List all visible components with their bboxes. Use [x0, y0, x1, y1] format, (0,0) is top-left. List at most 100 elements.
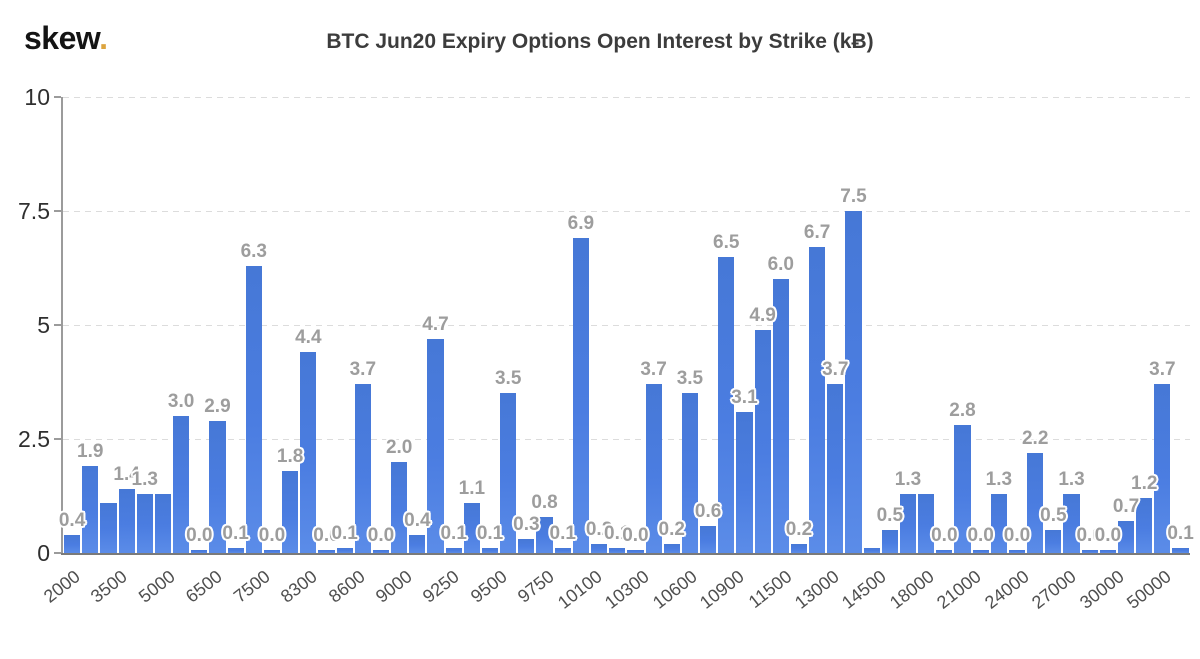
bar-value-label: 2.0 — [385, 436, 413, 458]
bar[interactable]: 0.0 — [186, 526, 212, 553]
bar[interactable]: 0.5 — [877, 506, 903, 553]
bar[interactable]: 0.2 — [659, 520, 685, 553]
bar-value-label: 1.3 — [1058, 468, 1085, 490]
bar[interactable]: 0.1 — [550, 524, 576, 553]
x-tick-label: 27000 — [1028, 566, 1080, 613]
bar-slot: 0.2 — [786, 97, 812, 553]
bar[interactable]: 0.0 — [1095, 526, 1121, 553]
bar[interactable]: 2.2 — [1022, 429, 1048, 553]
bar[interactable]: 1.9 — [77, 442, 103, 553]
bar[interactable]: 3.5 — [677, 369, 703, 553]
bar-value-label: 3.7 — [822, 359, 849, 381]
bar-slot: 0.1 — [222, 97, 249, 553]
bar-slot: 7.5 — [840, 97, 867, 553]
bar[interactable]: 2.8 — [949, 401, 976, 553]
bar[interactable]: 3.5 — [495, 369, 521, 553]
bar-value-label: 0.2 — [785, 518, 813, 540]
bar[interactable]: 0.2 — [786, 520, 812, 553]
x-tick-label: 10100 — [553, 566, 606, 613]
bar[interactable]: 6.5 — [713, 233, 739, 553]
bar-value-label: 3.1 — [731, 386, 758, 408]
bar-value-label: 0.7 — [1112, 496, 1140, 518]
bar[interactable]: 0.1 — [604, 524, 630, 553]
bars-container: 0.4 1.9 1.4 1.3 3.0 0.0 2.9 0.1 6.3 0.0 1.8 4.4 0.0 0… — [59, 97, 1194, 553]
bar-slot: 6.7 — [804, 97, 830, 553]
bar-slot: 3.5 — [677, 97, 703, 553]
x-tick-label: 9750 — [514, 566, 559, 607]
bar-slot: 3.7 — [822, 97, 849, 553]
x-tick-label: 11500 — [744, 566, 796, 612]
bar[interactable]: 3.7 — [350, 360, 376, 553]
bar[interactable]: 1.3 — [1058, 470, 1085, 553]
bar-value-label: 6.9 — [567, 213, 595, 235]
bar[interactable]: 3.7 — [822, 360, 849, 553]
bar[interactable]: 0.0 — [1004, 526, 1030, 553]
bar[interactable]: 0.7 — [1113, 497, 1139, 553]
bar[interactable]: 0.1 — [222, 524, 249, 553]
bar[interactable]: 2.0 — [386, 438, 412, 553]
bar[interactable]: 0.0 — [967, 526, 994, 553]
bar[interactable]: 1.4 — [113, 465, 140, 553]
bar[interactable]: 0.0 — [622, 526, 649, 553]
bar-value-label: 0.6 — [694, 500, 722, 522]
bar[interactable]: 0.4 — [59, 511, 85, 553]
x-axis-line — [61, 553, 1190, 555]
bar-slot: 2.0 — [386, 97, 412, 553]
bar[interactable]: 7.5 — [840, 187, 867, 553]
bar-value-label: 0.1 — [549, 523, 576, 545]
bar[interactable]: 6.3 — [241, 242, 267, 553]
bar[interactable]: 2.9 — [204, 397, 231, 553]
bar[interactable]: 0.0 — [1076, 526, 1103, 553]
bar[interactable] — [154, 493, 172, 553]
bar[interactable]: 6.9 — [568, 214, 594, 553]
bar[interactable]: 3.7 — [1149, 360, 1176, 553]
bar[interactable] — [863, 548, 880, 553]
bar-slot: 0.0 — [1004, 97, 1030, 553]
bar-slot: 0.6 — [695, 97, 721, 553]
bar[interactable]: 4.4 — [295, 328, 322, 553]
bar[interactable]: 0.0 — [313, 526, 340, 553]
bar[interactable]: 0.1 — [477, 524, 503, 553]
bar-value-label: 0.0 — [1076, 525, 1103, 546]
bar[interactable]: 3.1 — [731, 388, 758, 553]
bar[interactable]: 1.3 — [132, 470, 158, 553]
bar[interactable]: 0.1 — [331, 524, 358, 553]
bar[interactable]: 3.0 — [168, 392, 194, 553]
bar[interactable]: 0.0 — [259, 526, 285, 553]
y-tick-mark — [54, 552, 61, 554]
bar-slot: 0.1 — [550, 97, 576, 553]
bar-slot: 1.3 — [1058, 97, 1085, 553]
bar[interactable]: 0.8 — [531, 493, 558, 553]
bar[interactable]: 1.3 — [986, 470, 1012, 553]
bar[interactable]: 4.7 — [422, 315, 449, 553]
bar-slot: 0.5 — [877, 97, 903, 553]
bar-value-label: 3.5 — [494, 368, 522, 390]
bar[interactable]: 4.9 — [749, 306, 776, 553]
bar[interactable]: 0.6 — [695, 502, 721, 553]
bar[interactable]: 1.3 — [895, 470, 921, 553]
bar[interactable]: 1.1 — [459, 479, 485, 553]
bar[interactable]: 0.1 — [440, 524, 467, 553]
bar[interactable]: 1.8 — [277, 447, 303, 553]
bar[interactable]: 0.1 — [1167, 524, 1194, 553]
bar-value-label: 6.3 — [240, 240, 268, 262]
bar-slot: 0.0 — [259, 97, 285, 553]
x-tick-label: 9000 — [371, 566, 416, 607]
bar[interactable]: 0.3 — [513, 515, 540, 553]
bar[interactable]: 6.0 — [768, 255, 794, 553]
bar-slot: 0.1 — [440, 97, 467, 553]
y-tick-label: 0 — [37, 540, 50, 566]
bar[interactable] — [100, 502, 117, 553]
bar-value-label: 1.2 — [1131, 473, 1158, 495]
bar[interactable]: 0.0 — [931, 526, 958, 553]
bar-slot: 1.3 — [986, 97, 1012, 553]
bar[interactable]: 0.5 — [1040, 506, 1067, 553]
bar[interactable]: 0.2 — [586, 520, 612, 553]
bar[interactable]: 6.7 — [804, 223, 830, 553]
bar[interactable]: 3.7 — [640, 360, 667, 553]
bar[interactable]: 1.2 — [1131, 474, 1157, 553]
gridline-7.5 — [63, 211, 1190, 212]
bar[interactable]: 0.0 — [368, 526, 394, 553]
bar[interactable] — [918, 493, 935, 553]
bar[interactable]: 0.4 — [404, 511, 431, 553]
